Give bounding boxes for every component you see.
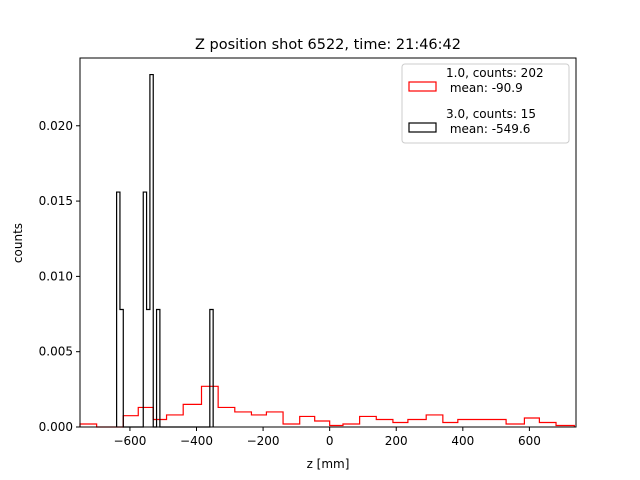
legend: 1.0, counts: 202 mean: -90.9 3.0, counts:… xyxy=(401,63,570,144)
legend-swatch-2 xyxy=(408,122,437,133)
series-2 xyxy=(116,73,214,428)
x-tick-label: −400 xyxy=(180,434,213,448)
histogram-bin xyxy=(235,412,252,427)
histogram-bin xyxy=(120,310,123,427)
y-tick-label: 0.000 xyxy=(39,420,73,434)
legend-label-1: 1.0, counts: 202 mean: -90.9 xyxy=(446,66,544,95)
histogram-bin xyxy=(524,418,539,427)
histogram-bin xyxy=(315,421,330,427)
x-tick-label: −600 xyxy=(113,434,146,448)
histogram-bin xyxy=(157,310,160,427)
x-tick-label: −200 xyxy=(247,434,280,448)
histogram-bin xyxy=(150,75,153,427)
histogram-bin xyxy=(218,407,235,427)
y-tick-label: 0.010 xyxy=(39,269,73,283)
legend-box xyxy=(401,63,570,144)
x-tick-label: 200 xyxy=(385,434,408,448)
histogram-bin xyxy=(147,310,150,427)
histogram-bin xyxy=(539,422,556,427)
histogram-bin xyxy=(393,422,408,427)
histogram-bin xyxy=(266,412,283,427)
x-axis: −600 −400 −200 0 200 400 600 xyxy=(113,427,541,448)
y-tick-label: 0.005 xyxy=(39,345,73,359)
histogram-bin xyxy=(376,419,393,427)
histogram-bin xyxy=(251,415,266,427)
histogram-bin xyxy=(458,419,473,427)
histogram-bin xyxy=(426,415,443,427)
histogram-bin xyxy=(167,415,184,427)
series-1 xyxy=(79,385,575,428)
y-tick-label: 0.020 xyxy=(39,119,73,133)
histogram-bin xyxy=(443,422,458,427)
x-tick-label: 400 xyxy=(451,434,474,448)
y-axis-label: counts xyxy=(11,223,25,263)
histogram-bin xyxy=(123,416,138,427)
histogram-bin xyxy=(117,192,120,427)
legend-label-2: 3.0, counts: 15 mean: -549.6 xyxy=(446,107,536,136)
x-axis-label: z [mm] xyxy=(307,457,350,471)
histogram-bin xyxy=(143,192,146,427)
histogram-step-outline-2 xyxy=(116,73,214,428)
plot-frame xyxy=(79,57,577,428)
y-axis: 0.000 0.005 0.010 0.015 0.020 xyxy=(39,119,80,434)
y-tick-label: 0.015 xyxy=(39,194,73,208)
histogram-bin xyxy=(408,419,426,427)
x-tick-label: 600 xyxy=(518,434,541,448)
legend-swatch-1 xyxy=(408,81,437,92)
histogram-bin xyxy=(473,419,491,427)
histogram-bin xyxy=(210,310,213,427)
chart-title: Z position shot 6522, time: 21:46:42 xyxy=(195,37,461,53)
histogram-bin xyxy=(300,416,315,427)
histogram-bin xyxy=(183,404,201,427)
histogram-bin xyxy=(491,419,506,427)
x-tick-label: 0 xyxy=(326,434,334,448)
histogram-bin xyxy=(360,416,377,427)
